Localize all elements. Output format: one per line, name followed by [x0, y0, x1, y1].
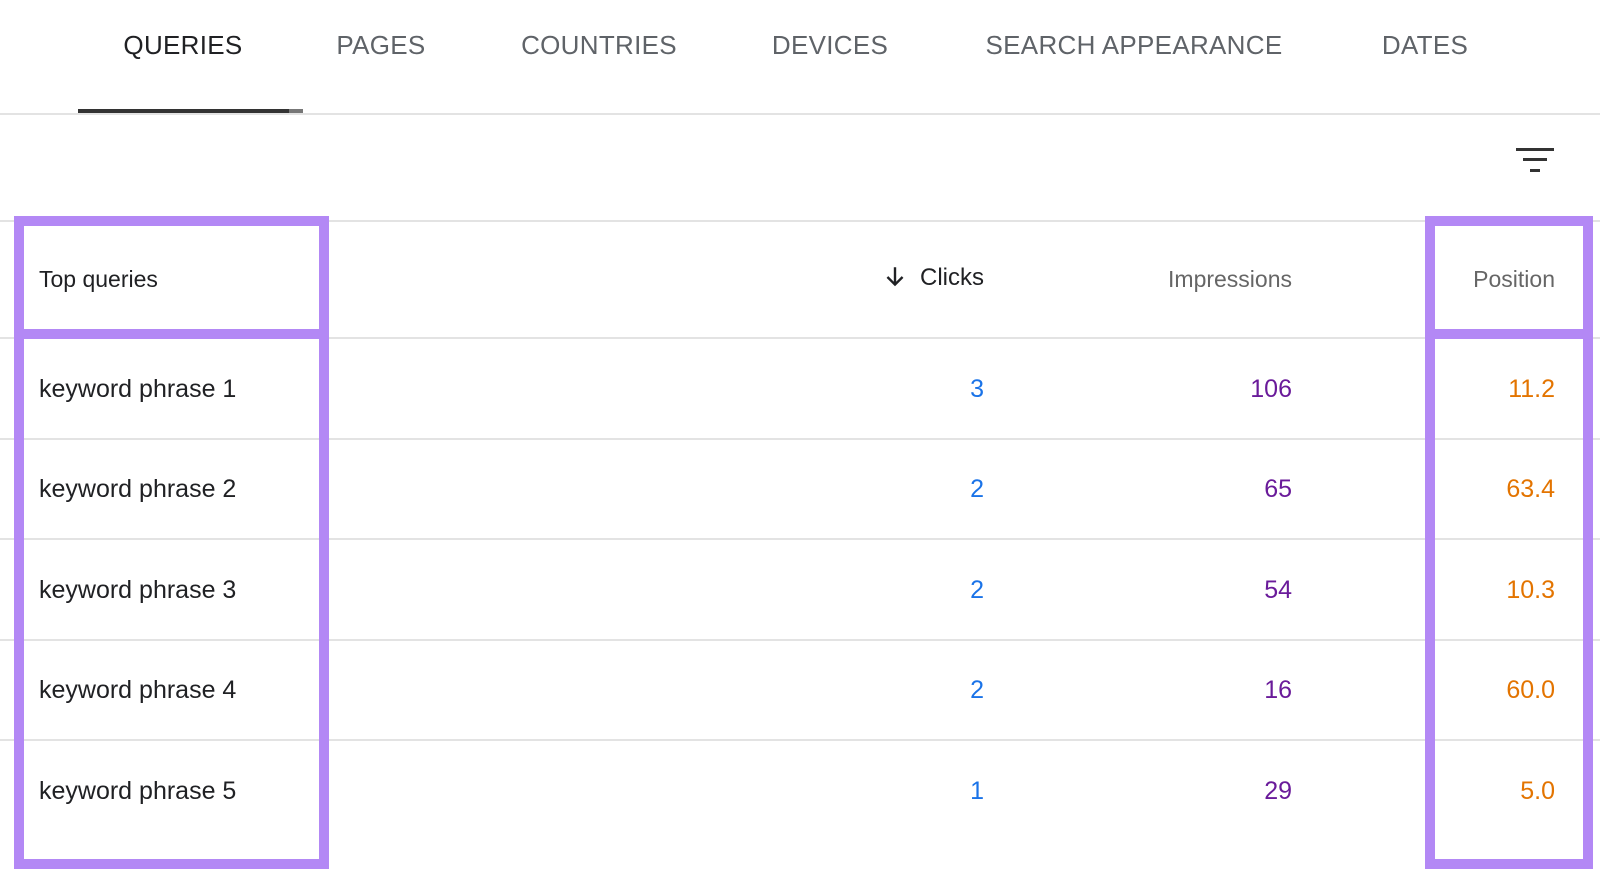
tab-divider — [0, 113, 1600, 115]
divider — [0, 337, 1600, 339]
clicks-cell: 2 — [970, 676, 984, 704]
tab-pages[interactable]: PAGES — [336, 30, 426, 60]
query-cell[interactable]: keyword phrase 5 — [39, 777, 237, 805]
tab-devices[interactable]: DEVICES — [771, 30, 889, 60]
position-cell: 5.0 — [1520, 777, 1555, 805]
position-cell: 60.0 — [1506, 676, 1555, 704]
filter-list-icon[interactable] — [1515, 148, 1555, 178]
highlight-box-query-column — [14, 329, 329, 869]
query-cell[interactable]: keyword phrase 3 — [39, 576, 237, 604]
divider — [0, 639, 1600, 641]
divider — [0, 438, 1600, 440]
highlight-box-position-column — [1425, 329, 1593, 869]
position-cell: 11.2 — [1508, 375, 1555, 403]
tab-countries[interactable]: COUNTRIES — [521, 30, 677, 60]
header-impressions[interactable]: Impressions — [1168, 266, 1292, 292]
highlight-box-position-header — [1425, 216, 1593, 339]
query-cell[interactable]: keyword phrase 4 — [39, 676, 237, 704]
active-tab-indicator — [78, 109, 303, 113]
header-clicks[interactable]: Clicks — [882, 264, 984, 292]
clicks-cell: 2 — [970, 475, 984, 503]
divider — [0, 220, 1600, 222]
tab-queries[interactable]: QUERIES — [123, 30, 243, 60]
impressions-cell: 16 — [1264, 676, 1292, 704]
clicks-cell: 2 — [970, 576, 984, 604]
arrow-down-icon — [886, 267, 904, 287]
impressions-cell: 106 — [1250, 375, 1292, 403]
divider — [0, 739, 1600, 741]
position-cell: 63.4 — [1506, 475, 1555, 503]
impressions-cell: 54 — [1264, 576, 1292, 604]
query-cell[interactable]: keyword phrase 2 — [39, 475, 237, 503]
impressions-cell: 29 — [1264, 777, 1292, 805]
tab-dates[interactable]: DATES — [1381, 30, 1469, 60]
position-cell: 10.3 — [1506, 576, 1555, 604]
divider — [0, 538, 1600, 540]
highlight-box-query-header — [14, 216, 329, 339]
clicks-cell: 3 — [970, 375, 984, 403]
clicks-cell: 1 — [970, 777, 984, 805]
header-top-queries[interactable]: Top queries — [39, 266, 158, 292]
impressions-cell: 65 — [1264, 475, 1292, 503]
header-position[interactable]: Position — [1473, 266, 1555, 292]
header-clicks-label: Clicks — [920, 264, 984, 291]
tab-search-appearance[interactable]: SEARCH APPEARANCE — [985, 30, 1283, 60]
query-cell[interactable]: keyword phrase 1 — [39, 375, 237, 403]
